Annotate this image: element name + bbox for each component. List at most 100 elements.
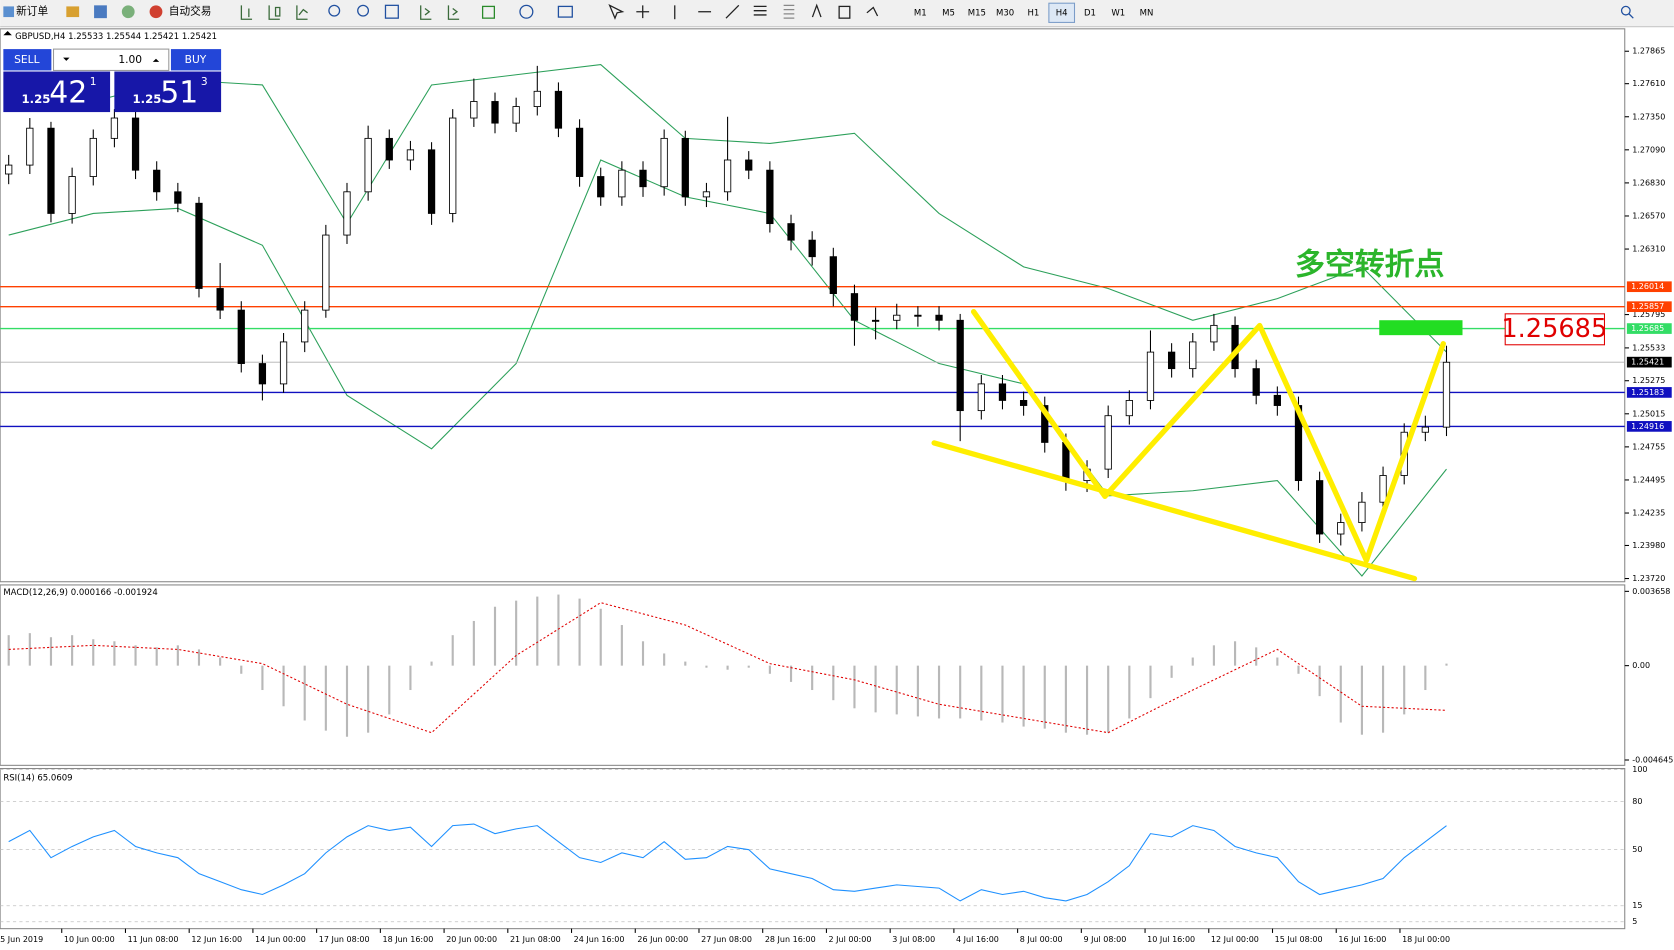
- candle-body: [533, 90, 541, 108]
- level-tag: [1626, 301, 1672, 313]
- price-tick-label: 1.27865: [1632, 47, 1665, 56]
- macd-bar: [705, 665, 708, 668]
- macd-bar: [599, 608, 602, 666]
- toolbar-icon[interactable]: [94, 5, 107, 19]
- toolbar-icon[interactable]: [121, 5, 135, 19]
- macd-bar: [261, 665, 264, 691]
- new-order-button[interactable]: 新订单: [16, 5, 48, 18]
- candle-body: [871, 319, 880, 322]
- timeframe-button[interactable]: M1: [914, 8, 927, 18]
- lot-input[interactable]: [52, 48, 170, 71]
- w-pattern-line: [970, 309, 1446, 564]
- candle-body: [850, 293, 859, 321]
- time-tick-label: 9 Jul 08:00: [1083, 935, 1126, 944]
- price-tick-label: 1.26830: [1632, 178, 1665, 187]
- collapse-icon[interactable]: [3, 30, 12, 36]
- time-tick-label: 26 Jun 00:00: [637, 935, 688, 944]
- toolbar-tools[interactable]: [240, 3, 1634, 20]
- candle-body: [1019, 400, 1028, 406]
- candle-body: [702, 191, 711, 198]
- timeframe-button[interactable]: M15: [968, 8, 986, 18]
- macd-bar: [240, 665, 243, 674]
- price-tick-label: 1.25533: [1632, 343, 1665, 352]
- candle-body: [364, 137, 372, 193]
- macd-tick-label: 0.003658: [1632, 587, 1670, 596]
- rsi-line: [8, 823, 1447, 902]
- lot-down[interactable]: [63, 57, 70, 61]
- macd-bar: [472, 620, 475, 666]
- macd-bar: [451, 635, 454, 666]
- pattern-drawing: [931, 309, 1446, 582]
- candle-body: [1421, 426, 1429, 433]
- macd-bar: [1043, 665, 1046, 729]
- time-tick-label: 12 Jun 16:00: [191, 935, 242, 944]
- lot-value[interactable]: 1.00: [118, 53, 142, 66]
- candle-body: [89, 137, 97, 177]
- macd-bar: [874, 665, 877, 713]
- candle-body: [1337, 522, 1345, 535]
- time-tick-label: 10 Jun 00:00: [64, 935, 115, 944]
- macd-bar: [345, 665, 349, 737]
- marker-box: [1379, 320, 1463, 336]
- candle-body: [935, 314, 943, 321]
- macd-bar: [557, 594, 560, 666]
- sell-label[interactable]: SELL: [14, 53, 39, 66]
- toolbar-icon[interactable]: [66, 6, 80, 18]
- candle-body: [68, 176, 76, 214]
- bid-box[interactable]: [3, 71, 111, 113]
- candle-body: [1252, 368, 1260, 396]
- timeframe-button[interactable]: H4: [1056, 8, 1068, 18]
- time-tick-label: 8 Jul 00:00: [1020, 935, 1063, 944]
- timeframes: M1 M5 M15 M30 H1 H4 D1 W1 MN: [914, 2, 1154, 23]
- macd-bar: [980, 665, 983, 721]
- macd-bar: [1128, 665, 1131, 719]
- candle-body: [131, 117, 140, 171]
- auto-trading-icon[interactable]: [149, 5, 163, 19]
- candle-body: [977, 383, 985, 412]
- time-tick-label: 10 Jul 16:00: [1147, 935, 1195, 944]
- macd-bar: [409, 665, 412, 691]
- macd-bar: [663, 653, 666, 666]
- timeframe-button[interactable]: D1: [1084, 8, 1096, 18]
- buy-label[interactable]: BUY: [185, 53, 207, 66]
- macd-bar: [726, 665, 729, 670]
- rsi-panel: [0, 768, 1626, 930]
- candle-body: [829, 256, 837, 295]
- candle-body: [216, 288, 224, 311]
- timeframe-button[interactable]: H1: [1027, 8, 1039, 18]
- chart-header: GBPUSD,H4 1.25533 1.25544 1.25421 1.2542…: [15, 32, 217, 42]
- timeframe-button[interactable]: MN: [1140, 8, 1154, 18]
- candle-body: [237, 309, 245, 364]
- macd-bar: [28, 633, 31, 666]
- auto-trading-button[interactable]: 自动交易: [169, 5, 212, 18]
- candle-body: [470, 101, 478, 119]
- macd-bar: [853, 665, 856, 709]
- timeframe-button[interactable]: M30: [996, 8, 1014, 18]
- macd-bar: [303, 665, 306, 721]
- candle-body: [5, 164, 13, 175]
- timeframe-button[interactable]: M5: [942, 8, 955, 18]
- bid-tag: [1626, 356, 1672, 368]
- rsi-tick-label: 50: [1632, 845, 1642, 854]
- macd-bar: [1107, 665, 1110, 733]
- price-tick-label: 1.23720: [1632, 574, 1665, 583]
- lot-up[interactable]: [152, 58, 160, 62]
- ask-main: 51: [160, 75, 198, 110]
- macd-bar: [1276, 657, 1279, 666]
- sell-button[interactable]: [3, 49, 52, 71]
- ask-box[interactable]: [114, 71, 222, 113]
- macd-bar: [811, 665, 814, 691]
- macd-bar: [1339, 665, 1342, 723]
- buy-button[interactable]: [170, 49, 222, 71]
- timeframe-button[interactable]: W1: [1111, 8, 1125, 18]
- candle-body: [554, 90, 563, 129]
- price-tick-label: 1.24495: [1632, 475, 1665, 484]
- ask-big: 1.25: [133, 92, 162, 106]
- new-order-icon[interactable]: [3, 6, 15, 18]
- macd-bar: [1445, 663, 1448, 666]
- candle-body: [597, 176, 605, 198]
- level-tag-label: 1.25183: [1631, 388, 1664, 397]
- candle-body: [1315, 480, 1324, 535]
- macd-bar: [1360, 665, 1363, 735]
